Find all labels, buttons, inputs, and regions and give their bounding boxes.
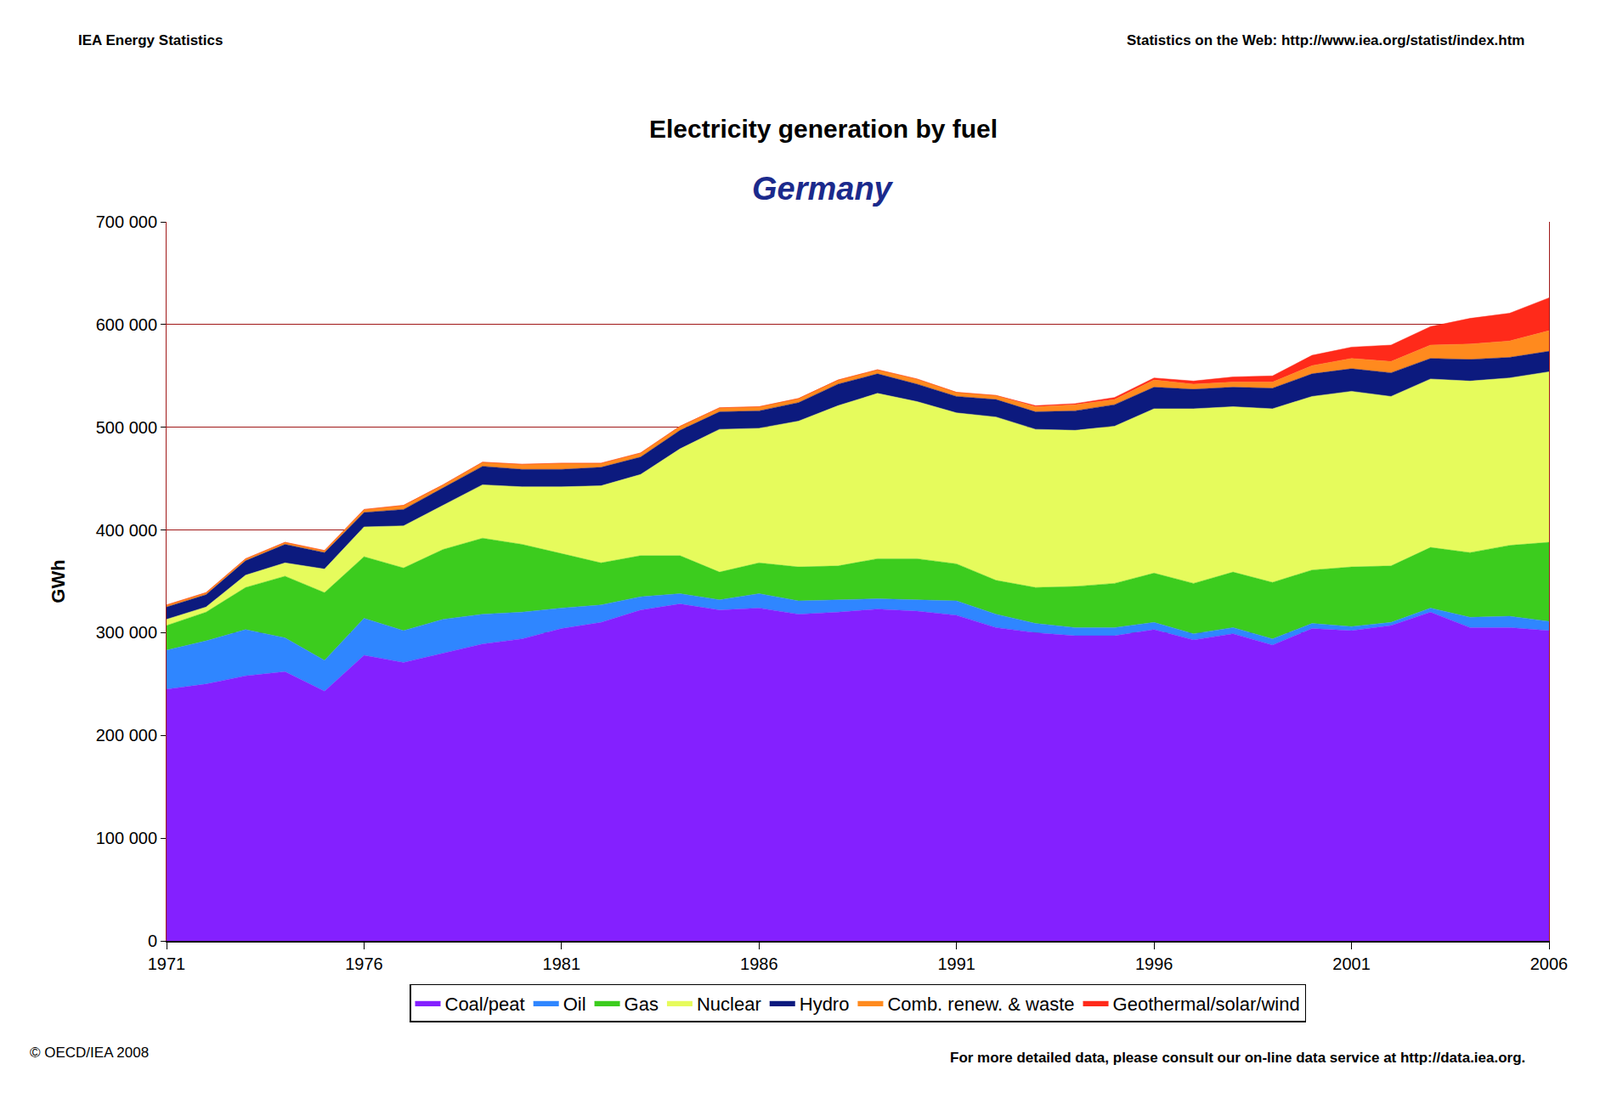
svg-text:1976: 1976 (344, 954, 384, 973)
svg-text:400 000: 400 000 (96, 520, 158, 540)
svg-text:1991: 1991 (937, 954, 976, 973)
svg-text:100 000: 100 000 (96, 828, 158, 848)
svg-text:Gas: Gas (624, 993, 659, 1015)
svg-text:© OECD/IEA 2008: © OECD/IEA 2008 (29, 1044, 149, 1061)
svg-text:Comb. renew. & waste: Comb. renew. & waste (887, 993, 1075, 1015)
svg-text:Germany: Germany (751, 170, 894, 207)
svg-text:1986: 1986 (740, 954, 779, 973)
svg-text:500 000: 500 000 (96, 418, 158, 437)
svg-text:For more detailed data, please: For more detailed data, please consult o… (949, 1049, 1526, 1066)
svg-text:Nuclear: Nuclear (696, 993, 762, 1015)
svg-text:200 000: 200 000 (96, 725, 158, 745)
svg-text:Hydro: Hydro (799, 993, 850, 1015)
svg-text:300 000: 300 000 (96, 622, 158, 642)
svg-text:Oil: Oil (563, 993, 587, 1015)
svg-text:1981: 1981 (542, 954, 582, 973)
svg-text:2001: 2001 (1332, 954, 1371, 973)
svg-text:IEA Energy Statistics: IEA Energy Statistics (78, 32, 223, 49)
svg-text:Statistics on the Web: http://: Statistics on the Web: http://www.iea.or… (1126, 32, 1526, 49)
svg-text:Geothermal/solar/wind: Geothermal/solar/wind (1113, 993, 1301, 1015)
svg-text:600 000: 600 000 (96, 315, 158, 334)
svg-text:0: 0 (147, 931, 158, 950)
svg-text:GWh: GWh (47, 559, 69, 603)
svg-text:700 000: 700 000 (96, 212, 158, 232)
svg-text:1996: 1996 (1135, 954, 1174, 973)
svg-text:1971: 1971 (147, 954, 187, 973)
svg-text:2006: 2006 (1530, 954, 1569, 973)
svg-text:Electricity generation by fuel: Electricity generation by fuel (649, 114, 998, 143)
svg-text:Coal/peat: Coal/peat (445, 993, 526, 1015)
